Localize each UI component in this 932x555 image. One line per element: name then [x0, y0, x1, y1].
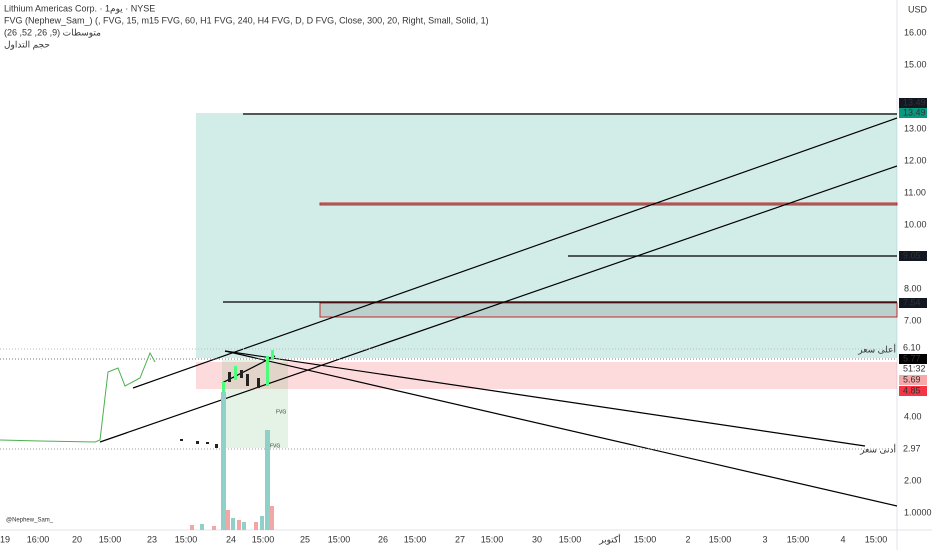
price-tag: [899, 354, 927, 364]
price-tag: [899, 251, 927, 261]
fvg-box: [222, 360, 288, 448]
target-zone: [196, 113, 897, 358]
stop-zone: [196, 362, 897, 389]
price-axis-label: 4.00: [904, 411, 922, 421]
symbol-title: Lithium Americas Corp. · 1يوم · NYSE: [4, 3, 155, 14]
time-axis-label: 15:00: [865, 534, 888, 544]
time-axis-label: 25: [300, 534, 310, 544]
price-tag: [899, 386, 927, 396]
time-axis-label: 15:00: [634, 534, 657, 544]
fvg-line: [319, 202, 898, 206]
price-axis-label: 16.00: [904, 27, 927, 37]
price-tag: [899, 108, 927, 118]
price-tag: [899, 375, 927, 385]
price-tag-label: 4.85: [903, 385, 921, 395]
price-tag: [899, 98, 927, 108]
price-axis-label: 8.00: [904, 283, 922, 293]
time-axis-label: 15:00: [709, 534, 732, 544]
volume-bars: [190, 392, 274, 530]
price-axis-label: 12.00: [904, 155, 927, 165]
price-tag-label: 13.49: [903, 97, 926, 107]
price-tag-label: 13.49: [903, 107, 926, 117]
time-axis-label: 4: [840, 534, 845, 544]
currency: USD: [908, 4, 928, 14]
time-axis-label: 26: [378, 534, 388, 544]
trend-lines: [99, 113, 898, 507]
price-tag: [899, 343, 927, 353]
price-tag-label: 5.69: [903, 374, 921, 384]
time-axis-label: 19: [0, 534, 10, 544]
time-axis-label: 16:00: [27, 534, 50, 544]
time-axis-label: 3: [762, 534, 767, 544]
price-tag-label: 2.97: [903, 443, 921, 453]
price-tag-label: 51:32: [903, 363, 926, 373]
low-label: أدنى سعر: [859, 442, 896, 455]
price-tag-label: 9.05: [903, 250, 921, 260]
price-tag: [899, 364, 927, 374]
time-axis-label: 15:00: [404, 534, 427, 544]
price-axis-label: 7.00: [904, 315, 922, 325]
price-history: [0, 351, 156, 443]
time-axis-label: 15:00: [252, 534, 275, 544]
price-axis-label: 11.00: [904, 187, 926, 197]
fvg-label: FVG: [276, 409, 286, 415]
time-axis-label: 15:00: [99, 534, 122, 544]
time-axis-label: 15:00: [559, 534, 582, 544]
price-tag: [899, 444, 927, 454]
time-axis-label: 15:00: [175, 534, 198, 544]
price-axis-label: 10.00: [904, 219, 927, 229]
price-axis-label: 2.00: [904, 475, 922, 485]
volume-title: حجم التداول: [4, 39, 50, 50]
watermark: @Nephew_Sam_: [6, 518, 54, 524]
high-label: أعلى سعر: [857, 342, 896, 355]
candles: [180, 370, 260, 448]
price-axis-label: 15.00: [904, 59, 927, 69]
indicator-title: FVG (Nephew_Sam_) (, FVG, 15, m15 FVG, 6…: [4, 15, 489, 25]
time-axis-label: 15:00: [328, 534, 351, 544]
time-axis-label: 20: [72, 534, 82, 544]
price-tag-label: 7.54: [903, 297, 921, 307]
fvg-zone: [319, 302, 898, 318]
time-axis-label: 24: [226, 534, 236, 544]
time-axis-label: 2: [685, 534, 690, 544]
price-tag-label: 6.10: [903, 342, 921, 352]
time-axis-label: أكتوبر: [598, 532, 621, 545]
time-axis-label: 30: [532, 534, 542, 544]
time-axis-label: 15:00: [481, 534, 504, 544]
price-tag: [899, 298, 927, 308]
time-axis-label: 23: [147, 534, 157, 544]
price-axis-label: 1.0000: [904, 507, 932, 517]
fvg-label: FVG: [270, 443, 280, 449]
time-axis-label: 15:00: [787, 534, 810, 544]
averages-title: متوسطات (9, 26, 52, 26): [4, 27, 101, 38]
price-axis-label: 13.00: [904, 123, 927, 133]
time-axis-label: 27: [455, 534, 465, 544]
price-tag-label: 5.77: [903, 353, 921, 363]
